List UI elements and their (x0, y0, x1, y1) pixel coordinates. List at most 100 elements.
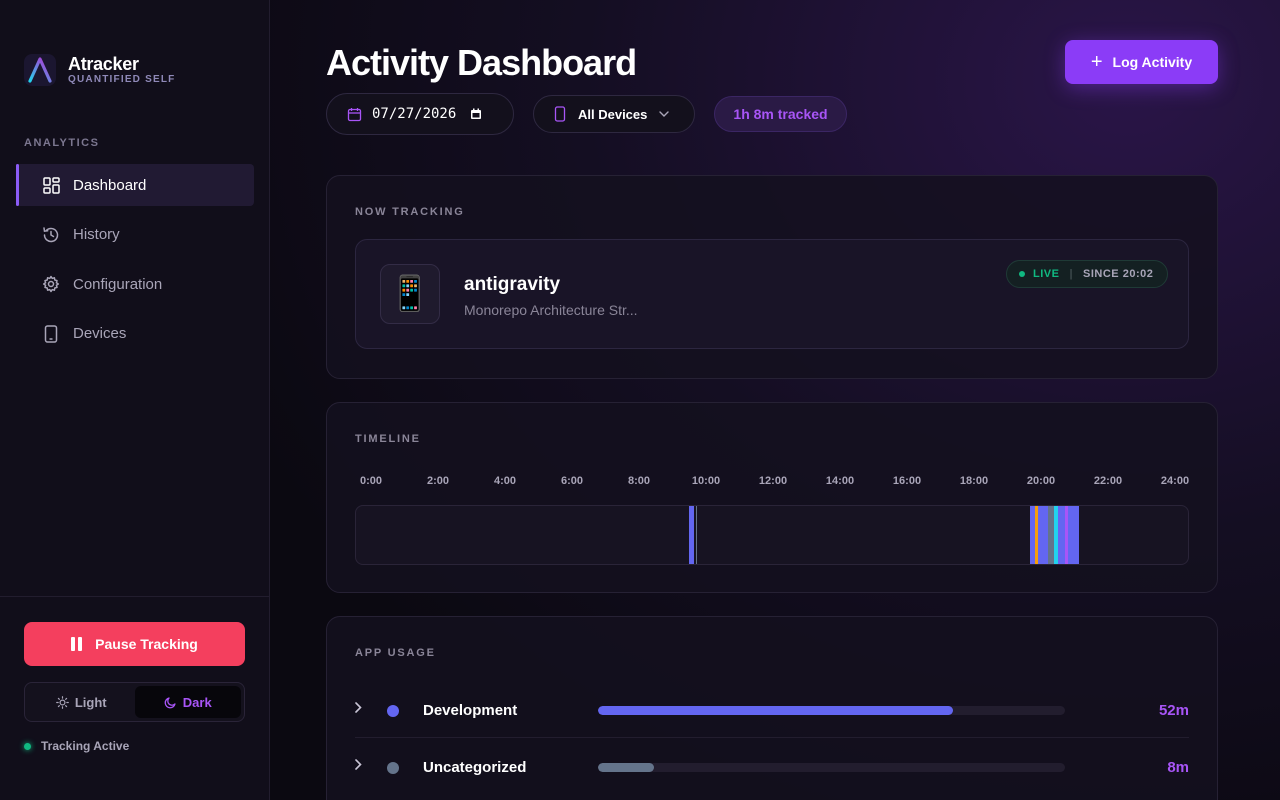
timeline-segment[interactable] (1030, 506, 1036, 564)
timeline-hour-label: 18:00 (959, 475, 989, 487)
filter-bar: 07/27/2026 All Devices 1h 8m tracked (326, 93, 847, 135)
theme-toggle: Light Dark (24, 682, 245, 722)
timeline-segment[interactable] (1035, 506, 1039, 564)
chevron-right-icon[interactable] (355, 702, 362, 713)
tracking-status: Tracking Active (24, 739, 129, 753)
timeline-hour-label: 4:00 (493, 475, 517, 487)
sidebar-item-label: Dashboard (73, 176, 147, 194)
timeline-hour-labels: 0:00 2:00 4:00 6:00 8:00 10:00 12:00 14:00 16:00… (355, 475, 1191, 489)
usage-duration: 8m (1167, 759, 1189, 776)
calendar-icon (347, 107, 362, 122)
timeline-segment[interactable] (688, 506, 695, 564)
sidebar-item-label: History (73, 226, 120, 243)
timeline-title: TIMELINE (355, 433, 421, 445)
plus-icon: + (1090, 51, 1103, 73)
live-label: LIVE (1033, 268, 1060, 280)
sun-icon (55, 695, 69, 709)
timeline-hour-label: 12:00 (758, 475, 788, 487)
usage-progress-fill (598, 706, 953, 715)
live-status-badge: LIVE | SINCE 20:02 (1006, 260, 1168, 288)
app-usage-title: APP USAGE (355, 647, 436, 659)
sidebar-item-configuration[interactable]: Configuration (16, 263, 254, 305)
tracked-time-badge: 1h 8m tracked (714, 96, 847, 132)
timeline-hour-label: 14:00 (825, 475, 855, 487)
usage-progress-track (598, 763, 1065, 772)
timeline-hour-label: 16:00 (892, 475, 922, 487)
timeline-segment[interactable] (1064, 506, 1068, 564)
history-icon (42, 226, 60, 244)
device-filter-value: All Devices (578, 106, 648, 122)
pause-tracking-label: Pause Tracking (95, 636, 198, 652)
app-logo-icon (24, 54, 56, 86)
sidebar-footer: Pause Tracking Light Dark (0, 596, 269, 800)
device-icon (554, 106, 566, 122)
brand-subtitle: QUANTIFIED SELF (68, 74, 176, 85)
timeline-segment[interactable] (1057, 506, 1065, 564)
usage-progress-fill (598, 763, 655, 772)
usage-progress-track (598, 706, 1065, 715)
timeline-hour-label: 10:00 (691, 475, 721, 487)
sidebar-item-label: Configuration (73, 275, 163, 293)
date-value: 07/27/2026 (372, 106, 457, 122)
sidebar-item-devices[interactable]: Devices (16, 313, 254, 355)
sidebar: Atracker QUANTIFIED SELF ANALYTICS Dashb… (0, 0, 270, 800)
timeline-hour-label: 2:00 (426, 475, 450, 487)
theme-light-label: Light (74, 694, 107, 710)
timeline-segment[interactable] (1067, 506, 1079, 564)
since-label: SINCE 20:02 (1083, 268, 1154, 280)
timeline-hour-label: 8:00 (627, 475, 651, 487)
chevron-right-icon[interactable] (355, 759, 362, 770)
timeline-bar[interactable] (355, 505, 1189, 565)
page-title: Activity Dashboard (326, 42, 637, 83)
nav-section-label: ANALYTICS (24, 137, 100, 149)
timeline-segment[interactable] (1053, 506, 1058, 564)
timeline-card: TIMELINE 0:00 2:00 4:00 6:00 8:00 10:00 12:00 1… (326, 402, 1218, 593)
brand[interactable]: Atracker QUANTIFIED SELF (24, 54, 175, 86)
tracking-status-label: Tracking Active (41, 739, 130, 753)
app-usage-row[interactable]: Development 52m (355, 682, 1189, 738)
timeline-segment[interactable] (695, 506, 697, 564)
theme-dark-option[interactable]: Dark (134, 686, 241, 718)
timeline-hour-label: 22:00 (1093, 475, 1123, 487)
category-color-dot (387, 705, 399, 717)
chevron-down-icon (659, 111, 670, 117)
device-icon (42, 324, 60, 343)
sidebar-item-dashboard[interactable]: Dashboard (16, 164, 254, 206)
now-tracking-title: NOW TRACKING (355, 206, 465, 218)
timeline-hour-label: 0:00 (359, 475, 383, 487)
live-dot-icon (1019, 271, 1025, 277)
moon-icon (164, 696, 177, 709)
badge-separator: | (1069, 268, 1074, 280)
device-filter-dropdown[interactable]: All Devices (533, 95, 695, 133)
app-category-name: Uncategorized (423, 759, 527, 776)
timeline-hour-label: 6:00 (560, 475, 584, 487)
timeline-hour-label: 20:00 (1026, 475, 1056, 487)
log-activity-label: Log Activity (1112, 54, 1193, 70)
app-category-name: Development (423, 702, 518, 719)
current-activity[interactable]: 📱 antigravity Monorepo Architecture Str.… (355, 239, 1189, 349)
main-content: Activity Dashboard + Log Activity 07/27/… (270, 0, 1280, 800)
timeline-hour-label: 24:00 (1160, 475, 1190, 487)
timeline-segment[interactable] (1048, 506, 1054, 564)
app-usage-card: APP USAGE Development 52m Uncategorized 8m (326, 616, 1218, 800)
now-tracking-card: NOW TRACKING 📱 antigravity Monorepo Arch… (326, 175, 1218, 379)
calendar-picker-icon[interactable] (470, 108, 482, 120)
gear-icon (42, 275, 60, 293)
sidebar-item-history[interactable]: History (16, 214, 254, 256)
pause-tracking-button[interactable]: Pause Tracking (24, 622, 245, 666)
pause-icon (71, 637, 85, 651)
usage-duration: 52m (1158, 702, 1189, 719)
log-activity-button[interactable]: + Log Activity (1065, 40, 1218, 84)
timeline-segment[interactable] (1038, 506, 1041, 564)
current-app-name: antigravity (464, 274, 561, 295)
theme-dark-label: Dark (182, 694, 212, 710)
status-dot-icon (24, 742, 31, 750)
dashboard-icon (42, 176, 60, 194)
app-usage-row[interactable]: Uncategorized 8m (355, 739, 1189, 795)
brand-name: Atracker (68, 54, 139, 74)
theme-light-option[interactable]: Light (28, 686, 135, 718)
mobile-phone-icon: 📱 (380, 264, 440, 324)
category-color-dot (387, 762, 399, 774)
date-picker[interactable]: 07/27/2026 (326, 93, 514, 135)
timeline-segment[interactable] (1040, 506, 1049, 564)
